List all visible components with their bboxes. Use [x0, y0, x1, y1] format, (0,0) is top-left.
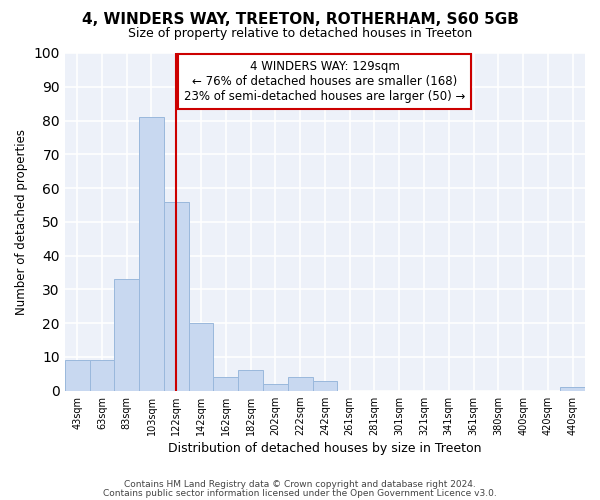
- Bar: [164, 202, 188, 390]
- Bar: [188, 323, 214, 390]
- Bar: [263, 384, 288, 390]
- Y-axis label: Number of detached properties: Number of detached properties: [15, 129, 28, 315]
- Bar: [115, 280, 139, 390]
- Text: Contains HM Land Registry data © Crown copyright and database right 2024.: Contains HM Land Registry data © Crown c…: [124, 480, 476, 489]
- Bar: [214, 377, 238, 390]
- Text: 4, WINDERS WAY, TREETON, ROTHERHAM, S60 5GB: 4, WINDERS WAY, TREETON, ROTHERHAM, S60 …: [82, 12, 518, 28]
- Bar: [560, 388, 585, 390]
- Bar: [89, 360, 115, 390]
- Text: 4 WINDERS WAY: 129sqm
← 76% of detached houses are smaller (168)
23% of semi-det: 4 WINDERS WAY: 129sqm ← 76% of detached …: [184, 60, 466, 103]
- X-axis label: Distribution of detached houses by size in Treeton: Distribution of detached houses by size …: [168, 442, 482, 455]
- Text: Contains public sector information licensed under the Open Government Licence v3: Contains public sector information licen…: [103, 488, 497, 498]
- Bar: [65, 360, 89, 390]
- Bar: [313, 380, 337, 390]
- Bar: [288, 377, 313, 390]
- Bar: [238, 370, 263, 390]
- Bar: [139, 117, 164, 390]
- Text: Size of property relative to detached houses in Treeton: Size of property relative to detached ho…: [128, 28, 472, 40]
